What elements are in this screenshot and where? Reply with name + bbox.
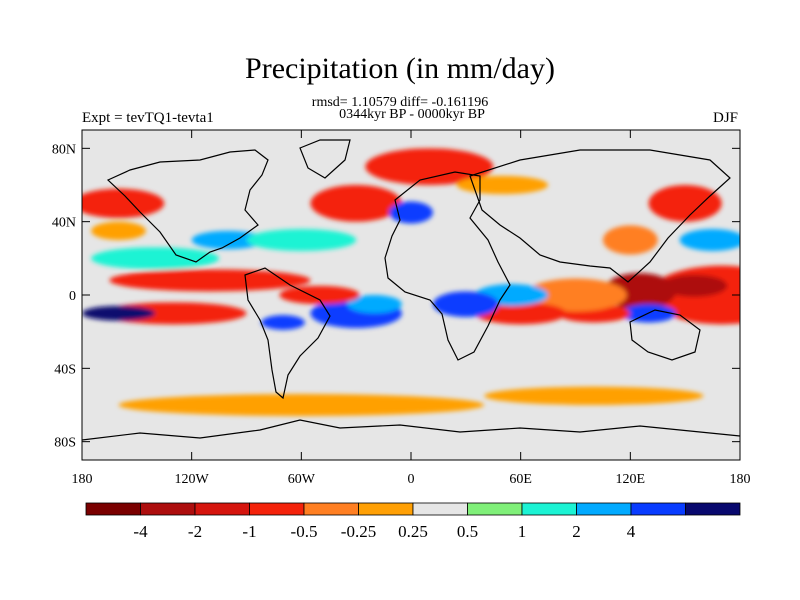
lat-tick-label: 0 bbox=[69, 289, 76, 304]
anomaly-region bbox=[82, 306, 156, 321]
map-background bbox=[82, 130, 740, 460]
map-frame bbox=[81, 129, 741, 461]
coastline-antarctica bbox=[82, 419, 740, 441]
anomaly-region bbox=[484, 386, 704, 406]
anomaly-region bbox=[191, 230, 265, 250]
colorbar-swatch bbox=[685, 502, 741, 516]
anomaly-region bbox=[310, 298, 402, 329]
colorbar-swatch bbox=[412, 502, 468, 516]
lon-tick-label: 120W bbox=[175, 472, 210, 487]
anomaly-region bbox=[347, 295, 402, 314]
colorbar-swatch bbox=[467, 502, 523, 516]
coastline-australia bbox=[629, 309, 701, 361]
colorbar-label: 4 bbox=[627, 522, 636, 541]
colorbar-swatch bbox=[194, 502, 250, 516]
colorbar-label: -2 bbox=[188, 522, 202, 541]
anomaly-region bbox=[91, 221, 146, 240]
anomaly-region bbox=[661, 274, 728, 297]
lon-tick-label: 180 bbox=[72, 472, 93, 487]
anomaly-region bbox=[524, 278, 627, 312]
coastline-north-america bbox=[106, 149, 269, 263]
anomaly-region bbox=[648, 265, 740, 325]
anomaly-region bbox=[100, 302, 247, 325]
colorbar-swatch bbox=[358, 502, 414, 516]
anomaly-region bbox=[109, 269, 311, 292]
anomaly-region bbox=[648, 185, 722, 222]
colorbar-label: -0.25 bbox=[341, 522, 376, 541]
colorbar-label: 2 bbox=[572, 522, 581, 541]
colorbar-swatch bbox=[521, 502, 577, 516]
colorbar-label: 0.5 bbox=[457, 522, 478, 541]
anomaly-region bbox=[557, 304, 631, 323]
lon-tick-label: 180 bbox=[730, 472, 751, 487]
season-label: DJF bbox=[712, 110, 738, 126]
chart-title: Precipitation (in mm/day) bbox=[245, 52, 555, 85]
colorbar-swatch bbox=[249, 502, 305, 516]
anomaly-region bbox=[261, 315, 305, 330]
anomaly-region bbox=[456, 175, 549, 195]
anomaly-region bbox=[246, 229, 357, 251]
lon-tick-label: 120E bbox=[616, 472, 646, 487]
anomaly-region bbox=[474, 302, 567, 325]
coastline-asia bbox=[469, 149, 731, 283]
coastline-eurafrica bbox=[384, 171, 511, 361]
coastline-greenland bbox=[299, 139, 351, 179]
colorbar-swatch bbox=[85, 502, 141, 516]
lon-tick-label: 60E bbox=[509, 472, 532, 487]
lat-tick-label: 40N bbox=[52, 216, 76, 231]
lat-tick-label: 80N bbox=[52, 142, 76, 157]
anomaly-region bbox=[365, 148, 494, 186]
stats-line: rmsd= 1.10579 diff= -0.161196 bbox=[311, 95, 489, 110]
experiment-label: Expt = tevTQ1-tevta1 bbox=[82, 110, 214, 126]
anomaly-region bbox=[602, 273, 677, 310]
anomaly-region bbox=[310, 185, 402, 222]
lon-tick-label: 0 bbox=[408, 472, 415, 487]
colorbar-swatch bbox=[576, 502, 632, 516]
anomaly-region bbox=[91, 247, 220, 270]
colorbar-label: 1 bbox=[518, 522, 527, 541]
colorbar-swatch bbox=[630, 502, 686, 516]
colorbar-label: -1 bbox=[242, 522, 256, 541]
lat-tick-label: 80S bbox=[54, 436, 76, 451]
colorbar-label: -0.5 bbox=[291, 522, 318, 541]
colorbar-swatch bbox=[303, 502, 359, 516]
anomaly-region bbox=[621, 304, 677, 323]
period-line: 0344kyr BP - 0000kyr BP bbox=[339, 107, 485, 122]
anomaly-region bbox=[279, 285, 360, 305]
anomaly-region bbox=[602, 225, 658, 255]
anomaly-region bbox=[432, 291, 499, 317]
anomaly-region bbox=[118, 394, 485, 416]
lon-tick-label: 60W bbox=[288, 472, 316, 487]
anomaly-region bbox=[389, 201, 433, 224]
colorbar-label: 0.25 bbox=[398, 522, 428, 541]
lat-tick-label: 40S bbox=[54, 362, 76, 377]
colorbar-swatch bbox=[140, 502, 196, 516]
colorbar-label: -4 bbox=[133, 522, 148, 541]
anomaly-region bbox=[82, 188, 165, 218]
anomaly-region bbox=[679, 229, 740, 251]
coastline-south-america bbox=[244, 267, 331, 400]
anomaly-region bbox=[474, 284, 549, 306]
